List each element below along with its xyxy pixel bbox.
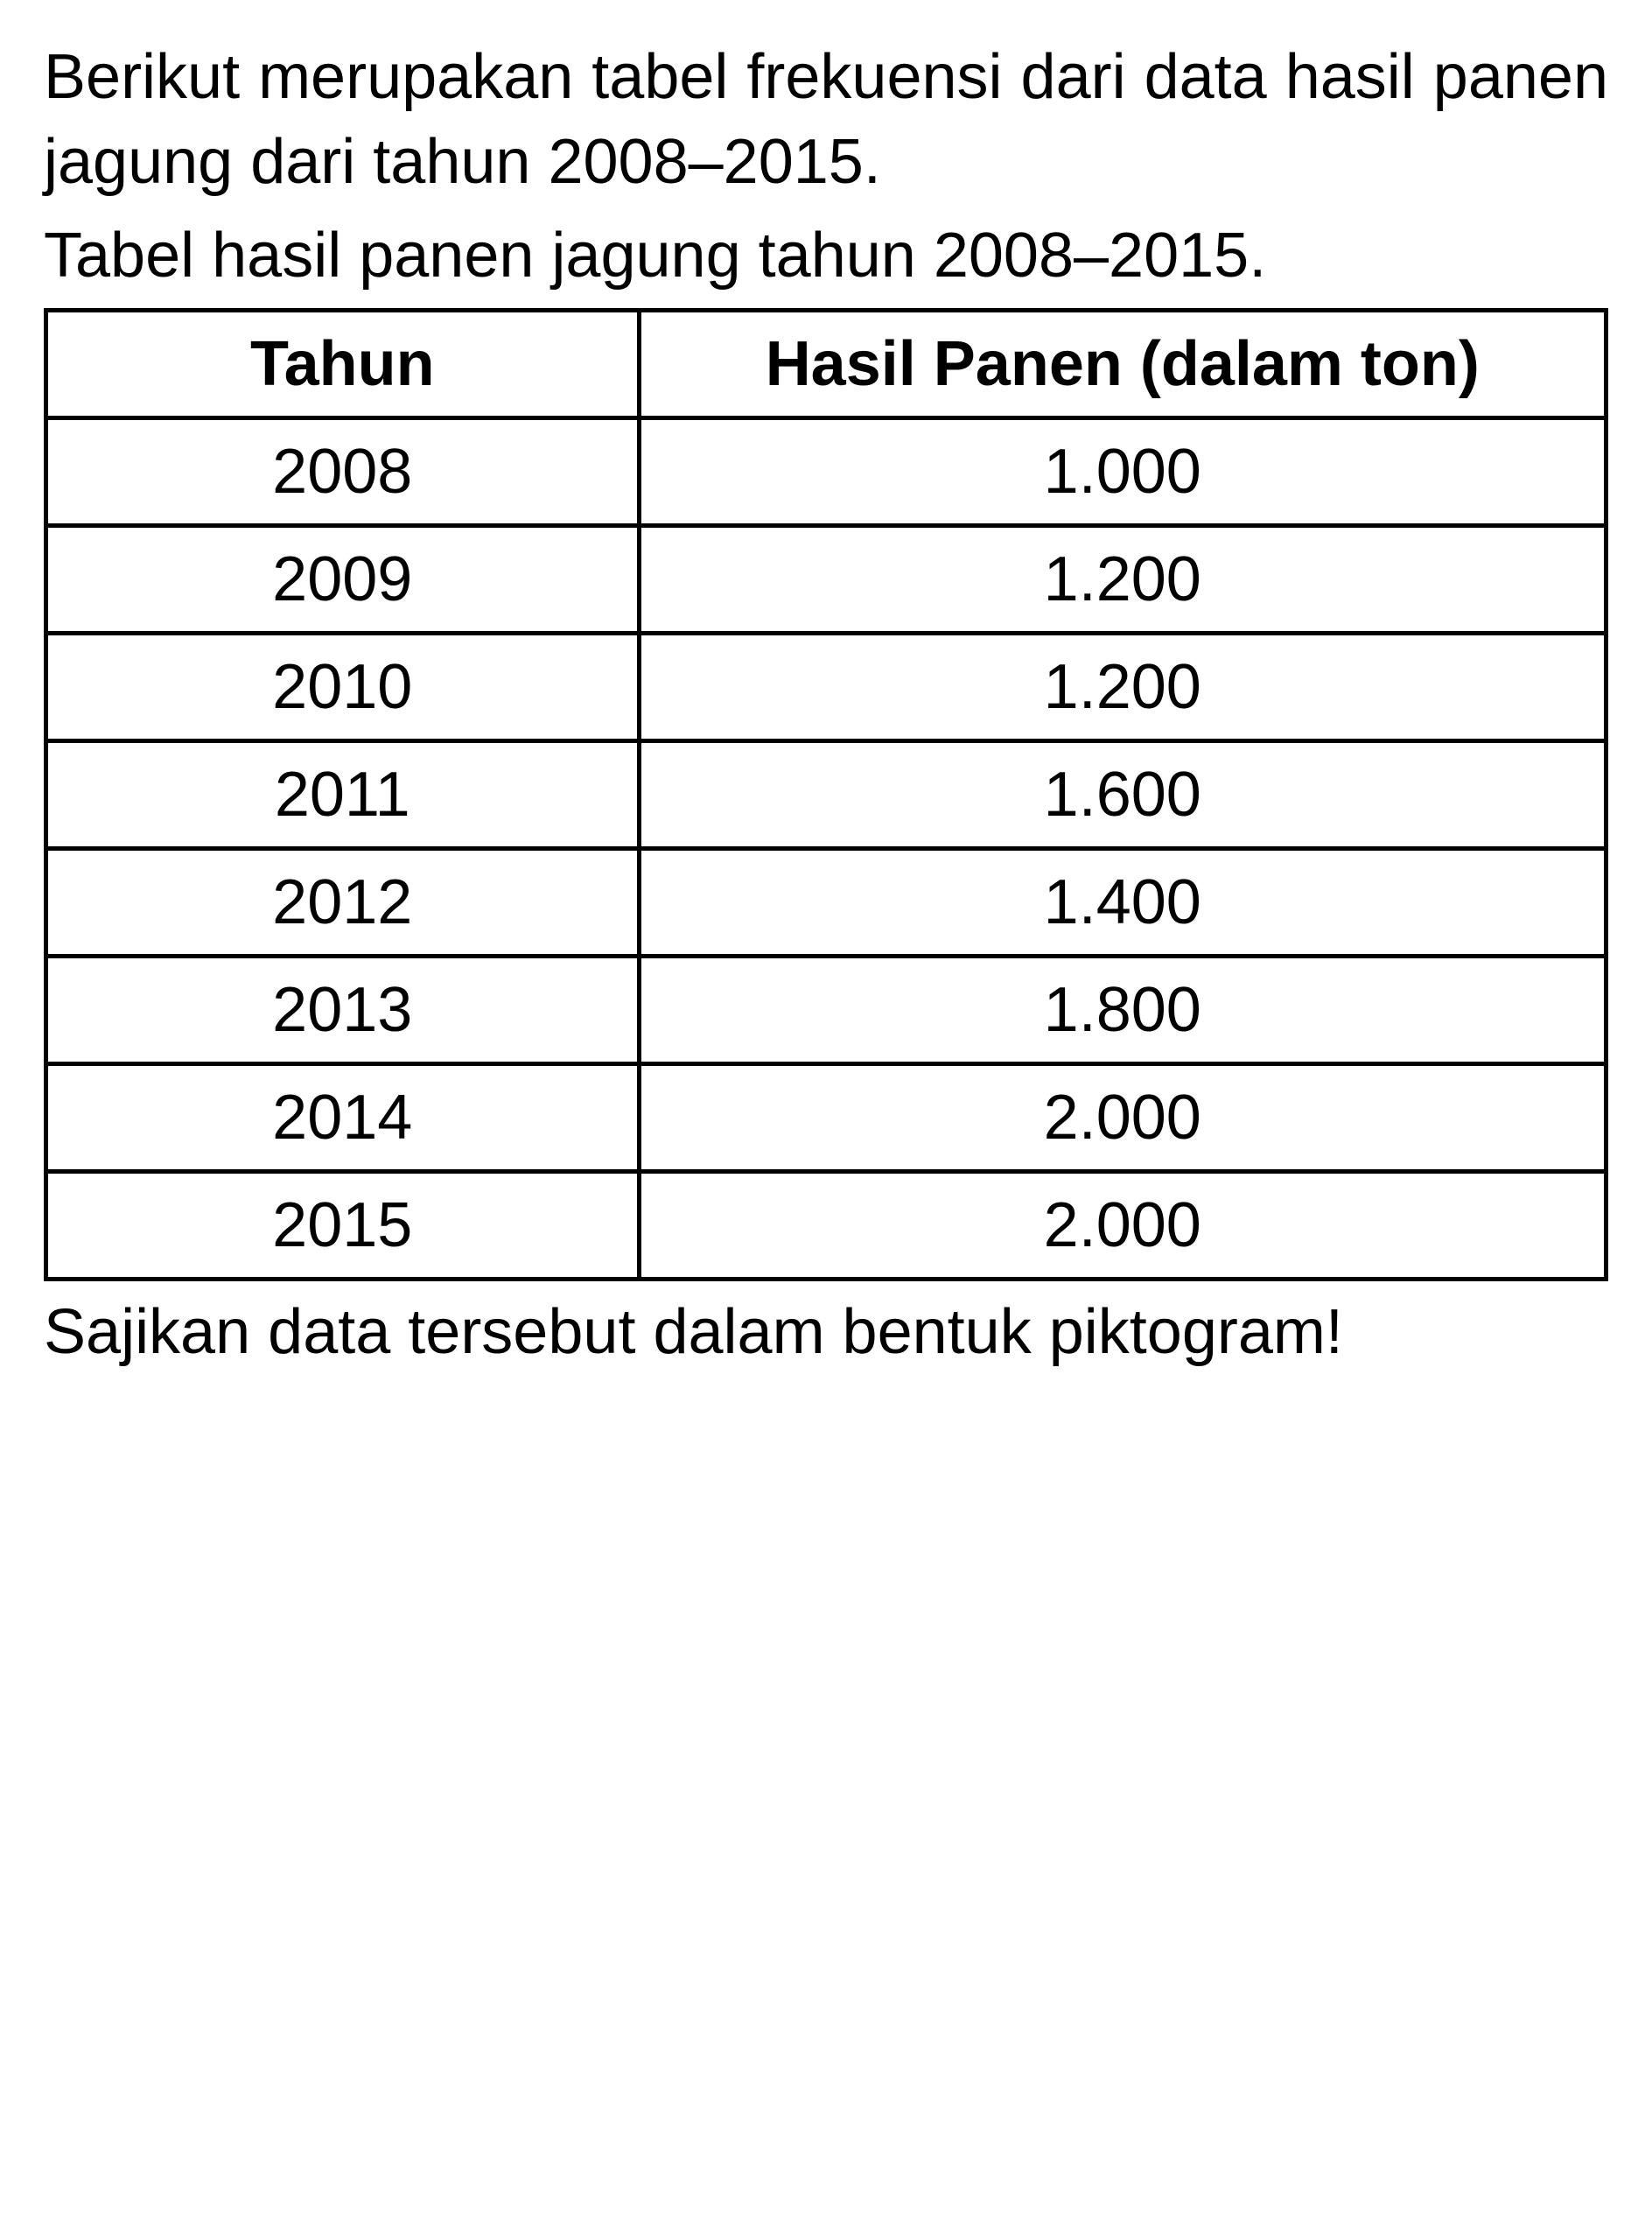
column-header-year: Tahun (46, 310, 640, 417)
cell-year: 2015 (46, 1171, 640, 1279)
cell-value: 1.200 (639, 525, 1606, 633)
intro-paragraph: Berikut merupakan tabel frekuensi dari d… (44, 35, 1608, 205)
cell-year: 2008 (46, 417, 640, 525)
table-row: 2014 2.000 (46, 1063, 1606, 1171)
cell-value: 2.000 (639, 1063, 1606, 1171)
table-row: 2009 1.200 (46, 525, 1606, 633)
table-row: 2013 1.800 (46, 956, 1606, 1063)
harvest-table: Tahun Hasil Panen (dalam ton) 2008 1.000… (44, 308, 1608, 1281)
cell-year: 2014 (46, 1063, 640, 1171)
cell-value: 1.000 (639, 417, 1606, 525)
cell-year: 2013 (46, 956, 640, 1063)
cell-year: 2012 (46, 848, 640, 956)
column-header-harvest: Hasil Panen (dalam ton) (639, 310, 1606, 417)
cell-value: 1.600 (639, 740, 1606, 848)
table-row: 2015 2.000 (46, 1171, 1606, 1279)
table-header-row: Tahun Hasil Panen (dalam ton) (46, 310, 1606, 417)
cell-value: 1.200 (639, 633, 1606, 740)
cell-value: 1.800 (639, 956, 1606, 1063)
table-row: 2011 1.600 (46, 740, 1606, 848)
cell-value: 1.400 (639, 848, 1606, 956)
cell-year: 2011 (46, 740, 640, 848)
cell-value: 2.000 (639, 1171, 1606, 1279)
cell-year: 2009 (46, 525, 640, 633)
cell-year: 2010 (46, 633, 640, 740)
table-row: 2010 1.200 (46, 633, 1606, 740)
table-row: 2012 1.400 (46, 848, 1606, 956)
table-caption: Tabel hasil panen jagung tahun 2008–2015… (44, 214, 1608, 298)
table-row: 2008 1.000 (46, 417, 1606, 525)
closing-paragraph: Sajikan data tersebut dalam bentuk pikto… (44, 1290, 1608, 1375)
